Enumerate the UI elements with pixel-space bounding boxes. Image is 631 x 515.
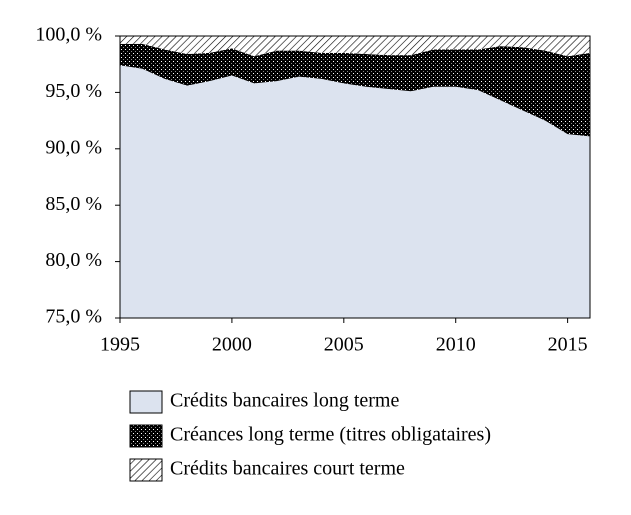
y-tick-label: 90,0 %: [45, 136, 102, 158]
x-tick-label: 2005: [324, 334, 364, 356]
area: [120, 65, 590, 318]
y-tick-label: 75,0 %: [45, 306, 102, 328]
x-tick-label: 1995: [100, 334, 140, 356]
y-tick-label: 85,0 %: [45, 193, 102, 215]
y-tick-label: 80,0 %: [45, 249, 102, 271]
y-tick-label: 95,0 %: [45, 80, 102, 102]
area: [120, 36, 590, 57]
legend-label: Créances long terme (titres obligataires…: [170, 424, 491, 446]
legend-swatch: [129, 390, 163, 414]
y-tick-label: 100,0 %: [35, 24, 102, 46]
legend-label: Crédits bancaires long terme: [170, 390, 399, 412]
x-tick-label: 2010: [436, 334, 476, 356]
plot-frame: [119, 35, 591, 319]
x-tick-label: 2015: [548, 334, 588, 356]
x-tick-label: 2000: [212, 334, 252, 356]
legend-label: Crédits bancaires court terme: [170, 458, 405, 480]
area: [120, 43, 590, 137]
legend-swatch: [129, 458, 163, 482]
legend-swatch: [129, 424, 163, 448]
